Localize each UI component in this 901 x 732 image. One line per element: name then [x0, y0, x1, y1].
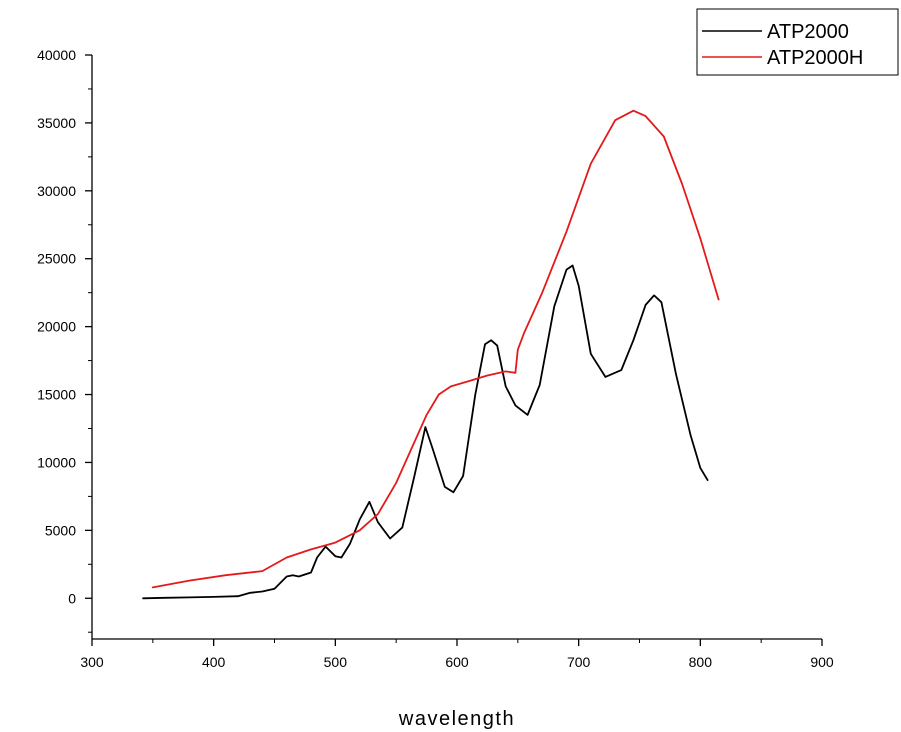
y-tick-label: 15000 — [37, 387, 76, 403]
y-tick-label: 0 — [68, 590, 76, 606]
x-tick-label: 800 — [689, 654, 713, 670]
x-tick-label: 400 — [202, 654, 226, 670]
series-group — [142, 109, 720, 600]
x-tick-label: 700 — [567, 654, 591, 670]
y-tick-label: 5000 — [45, 522, 76, 538]
ticks: 300 400 500 600 700 800 900 0 5000 10000 15000 2000… — [37, 47, 834, 670]
y-tick-label: 30000 — [37, 183, 76, 199]
y-tick-label: 20000 — [37, 319, 76, 335]
x-tick-label: 900 — [810, 654, 834, 670]
legend-label-1: ATP2000 — [767, 21, 849, 43]
y-tick-label: 25000 — [37, 251, 76, 267]
y-tick-label: 10000 — [37, 454, 76, 470]
y-tick-label: 40000 — [37, 47, 76, 63]
legend: ATP2000 ATP2000H — [696, 8, 899, 76]
series-line-2 — [151, 109, 720, 589]
series-line-1 — [142, 264, 709, 600]
axes — [91, 55, 822, 640]
x-tick-label: 600 — [445, 654, 469, 670]
legend-box — [696, 8, 899, 76]
legend-label-2: ATP2000H — [767, 47, 863, 69]
x-tick-label: 500 — [324, 654, 348, 670]
x-axis-title: wavelength — [398, 708, 515, 730]
x-tick-label: 300 — [80, 654, 104, 670]
y-tick-label: 35000 — [37, 115, 76, 131]
